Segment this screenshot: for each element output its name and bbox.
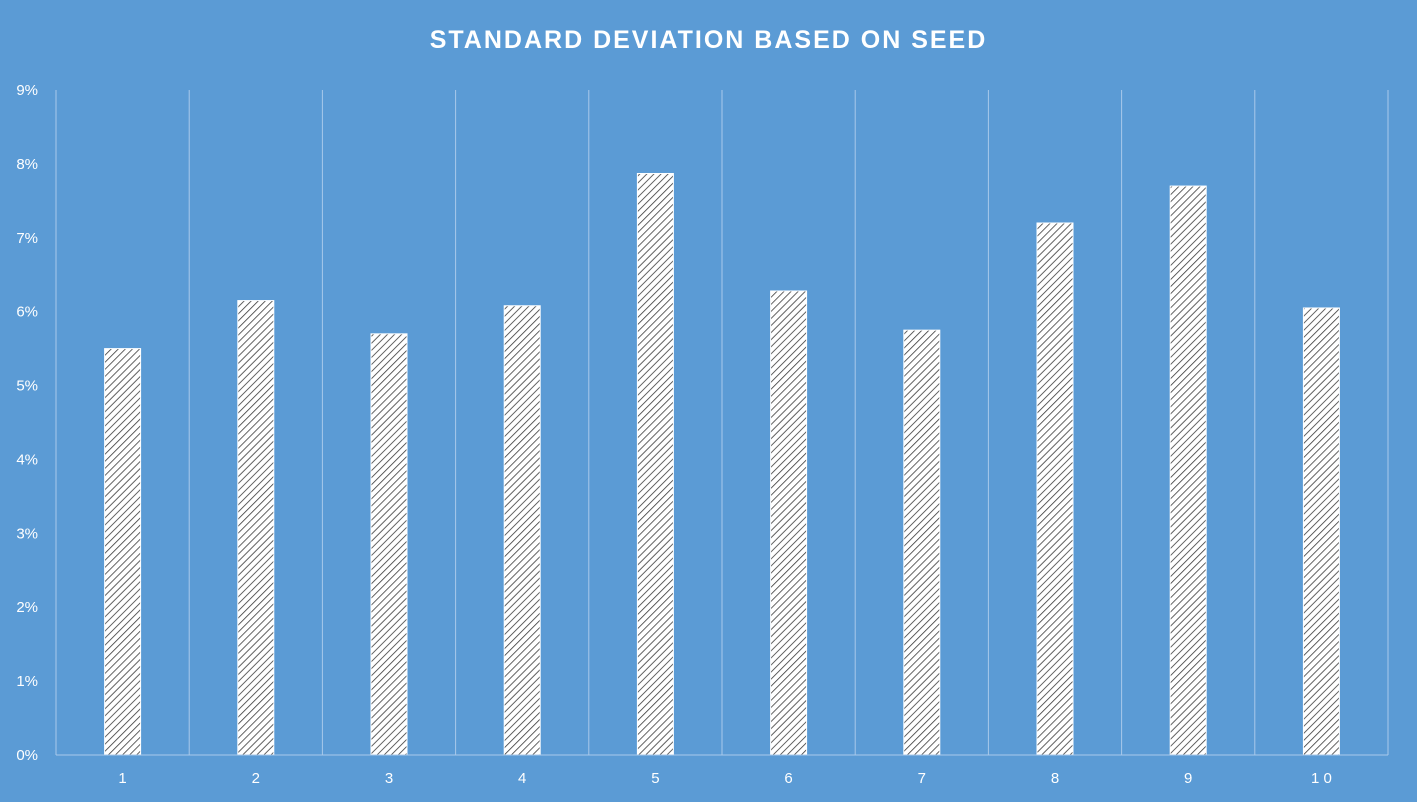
x-tick-label: 5 [651,770,659,787]
x-tick-label: 3 [385,770,393,787]
bar [636,172,674,756]
y-tick-label: 3% [16,525,38,542]
axes: 0% 1% 2% 3% 4% 5% 6% 7% 8% 9% 1 2 3 4 5 6 7 8 9 1 0 [16,82,1388,787]
bar [903,329,941,756]
bar [1036,222,1074,756]
y-tick-label: 6% [16,304,38,321]
bar [237,300,275,756]
y-tick-label: 4% [16,451,38,468]
y-tick-label: 7% [16,230,38,247]
y-tick-label: 5% [16,378,38,395]
x-tick-label: 1 [118,770,126,787]
y-tick-label: 2% [16,599,38,616]
y-tick-label: 1% [16,673,38,690]
x-tick-label: 8 [1051,770,1059,787]
y-tick-label: 0% [16,747,38,764]
x-tick-label: 4 [518,770,526,787]
x-tick-label: 1 0 [1311,770,1332,787]
bar [1302,307,1340,756]
x-tick-label: 7 [918,770,926,787]
bar [770,290,808,756]
x-tick-label: 9 [1184,770,1192,787]
y-tick-label: 8% [16,156,38,173]
bar [104,348,142,756]
grid-lines [55,90,1389,755]
bar [1169,185,1207,756]
chart-title: STANDARD DEVIATION BASED ON SEED [429,26,988,54]
bar [503,305,541,756]
x-tick-label: 6 [784,770,792,787]
bar [370,333,408,756]
bars [104,172,1340,756]
x-tick-label: 2 [252,770,260,787]
y-tick-label: 9% [16,82,38,99]
